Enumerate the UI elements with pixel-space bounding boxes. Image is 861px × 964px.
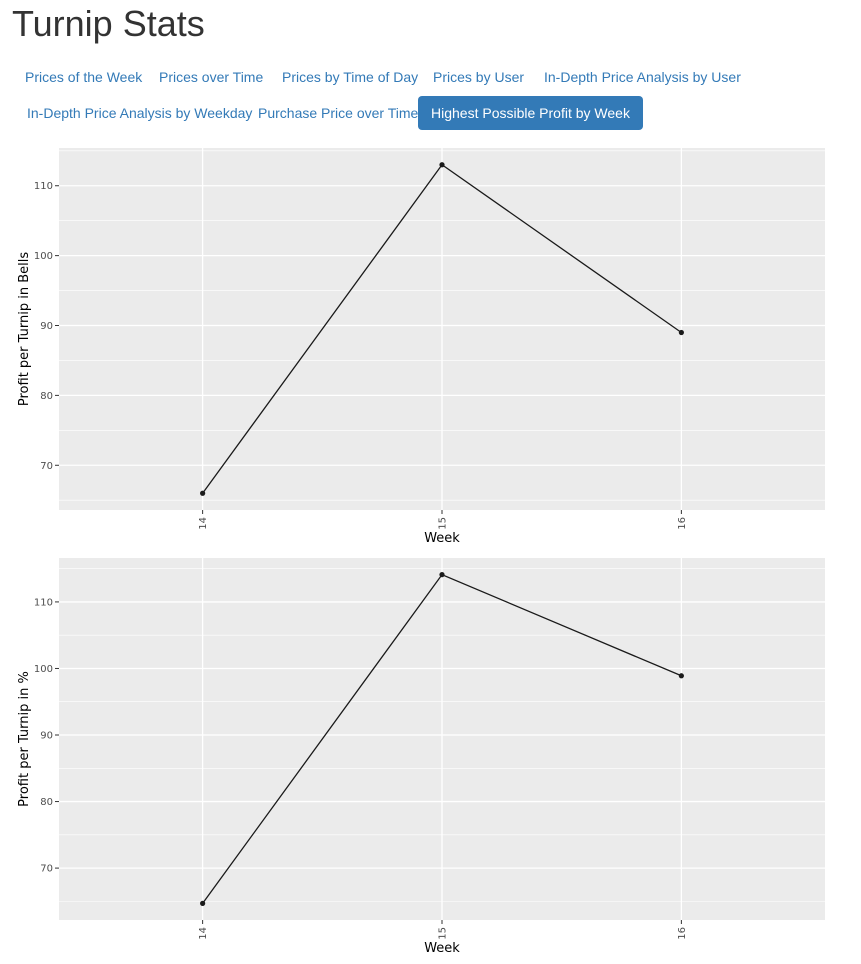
tab-prices-by-time-of-day[interactable]: Prices by Time of Day	[282, 69, 419, 85]
tab-in-depth-price-analysis-by-user[interactable]: In-Depth Price Analysis by User	[544, 69, 741, 85]
y-tick-label: 80	[40, 797, 53, 808]
y-tick-label: 100	[34, 251, 53, 262]
data-point	[678, 673, 684, 679]
profit-bells-chart: 70 80 90 100 110 14 15 16 Week Profit per Turnip …	[17, 148, 825, 546]
x-tick-label: 15	[438, 517, 449, 530]
tab-prices-of-the-week[interactable]: Prices of the Week	[25, 69, 143, 85]
data-point	[439, 572, 445, 578]
x-tick-label: 14	[198, 517, 209, 530]
x-tick-label: 16	[677, 927, 688, 940]
x-tick-label: 16	[677, 517, 688, 530]
y-tick-label: 90	[40, 321, 53, 332]
y-tick-label: 110	[34, 597, 53, 608]
y-tick-label: 90	[40, 731, 53, 742]
profit-percent-chart: 70 80 90 100 110 14 15 16 Week Profit per Turnip …	[17, 558, 825, 956]
y-tick-label: 70	[40, 864, 53, 875]
tab-purchase-price-over-time[interactable]: Purchase Price over Time	[258, 105, 419, 121]
y-tick-label: 80	[40, 391, 53, 402]
y-tick-label: 110	[34, 181, 53, 192]
tab-prices-over-time[interactable]: Prices over Time	[159, 69, 264, 85]
data-point	[678, 329, 684, 336]
x-axis-title: Week	[424, 531, 460, 546]
tab-highest-possible-profit-by-week[interactable]: Highest Possible Profit by Week	[418, 96, 643, 130]
data-point	[439, 162, 445, 168]
y-tick-label: 70	[40, 461, 53, 472]
y-axis-title: Profit per Turnip in %	[17, 671, 32, 807]
y-tick-label: 100	[34, 664, 53, 675]
page-title: Turnip Stats	[12, 3, 205, 44]
y-axis-title: Profit per Turnip in Bells	[17, 252, 32, 406]
tab-prices-by-user[interactable]: Prices by User	[433, 69, 525, 85]
data-point	[200, 900, 206, 906]
x-axis-title: Week	[424, 941, 460, 956]
tab-in-depth-price-analysis-by-weekday[interactable]: In-Depth Price Analysis by Weekday	[27, 105, 253, 121]
x-tick-label: 15	[438, 927, 449, 940]
data-point	[200, 490, 206, 496]
x-tick-label: 14	[198, 927, 209, 940]
